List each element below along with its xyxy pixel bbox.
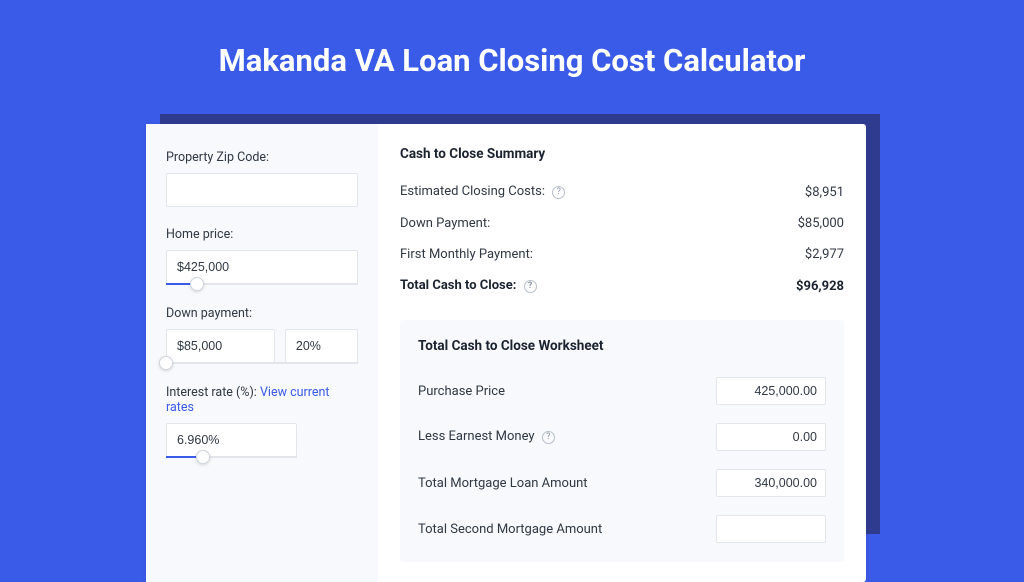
summary-title: Cash to Close Summary [400, 146, 844, 162]
page-title: Makanda VA Loan Closing Cost Calculator [0, 0, 1024, 107]
summary-row-value: $8,951 [805, 185, 844, 200]
slider-thumb[interactable] [196, 450, 210, 464]
slider-thumb[interactable] [190, 277, 204, 291]
down-payment-field: Down payment: [166, 306, 358, 365]
summary-row-value: $2,977 [805, 247, 844, 262]
worksheet-row-label: Less Earnest Money ? [418, 429, 555, 445]
interest-field: Interest rate (%): View current rates [166, 385, 358, 459]
results-main: Cash to Close Summary Estimated Closing … [378, 124, 866, 582]
summary-row-value: $85,000 [798, 216, 844, 231]
worksheet-value-input[interactable] [716, 515, 826, 543]
interest-input[interactable] [166, 423, 297, 457]
slider-track [166, 362, 358, 364]
worksheet-row-label: Total Second Mortgage Amount [418, 522, 602, 537]
summary-row-label: Total Cash to Close: ? [400, 278, 537, 294]
slider-thumb[interactable] [159, 356, 173, 370]
down-payment-pct-input[interactable] [285, 329, 358, 363]
worksheet-row-label: Purchase Price [418, 384, 505, 399]
summary-row-value: $96,928 [796, 279, 844, 294]
down-payment-input[interactable] [166, 329, 275, 363]
worksheet-row-label: Total Mortgage Loan Amount [418, 476, 588, 491]
zip-label: Property Zip Code: [166, 150, 358, 165]
summary-row: Estimated Closing Costs: ? $8,951 [400, 176, 844, 208]
worksheet-row: Total Mortgage Loan Amount [418, 460, 826, 506]
home-price-field: Home price: [166, 227, 358, 286]
summary-rows: Estimated Closing Costs: ? $8,951 Down Pay… [400, 176, 844, 302]
home-price-label: Home price: [166, 227, 358, 242]
worksheet-value-input[interactable] [716, 469, 826, 497]
calculator-card: Property Zip Code: Home price: Down paym… [146, 124, 866, 582]
help-icon[interactable]: ? [542, 431, 555, 444]
help-icon[interactable]: ? [552, 186, 565, 199]
zip-field: Property Zip Code: [166, 150, 358, 207]
home-price-slider[interactable] [166, 284, 358, 286]
summary-row-label: Estimated Closing Costs: ? [400, 184, 565, 200]
worksheet-row: Less Earnest Money ? [418, 414, 826, 460]
summary-row: Down Payment: $85,000 [400, 208, 844, 239]
inputs-sidebar: Property Zip Code: Home price: Down paym… [146, 124, 378, 582]
summary-row-label: First Monthly Payment: [400, 247, 533, 262]
worksheet-row: Total Second Mortgage Amount [418, 506, 826, 552]
worksheet-value-input[interactable] [716, 423, 826, 451]
worksheet-section: Total Cash to Close Worksheet Purchase P… [400, 320, 844, 562]
summary-row: First Monthly Payment: $2,977 [400, 239, 844, 270]
interest-slider[interactable] [166, 457, 297, 459]
summary-row: Total Cash to Close: ? $96,928 [400, 270, 844, 302]
summary-row-label: Down Payment: [400, 216, 490, 231]
worksheet-rows: Purchase Price Less Earnest Money ? Total … [418, 368, 826, 552]
zip-input[interactable] [166, 173, 358, 207]
down-payment-label: Down payment: [166, 306, 358, 321]
interest-label-text: Interest rate (%): [166, 385, 257, 400]
down-payment-slider[interactable] [166, 363, 358, 365]
help-icon[interactable]: ? [524, 280, 537, 293]
worksheet-row: Purchase Price [418, 368, 826, 414]
interest-label: Interest rate (%): View current rates [166, 385, 358, 415]
worksheet-value-input[interactable] [716, 377, 826, 405]
worksheet-title: Total Cash to Close Worksheet [418, 338, 826, 354]
